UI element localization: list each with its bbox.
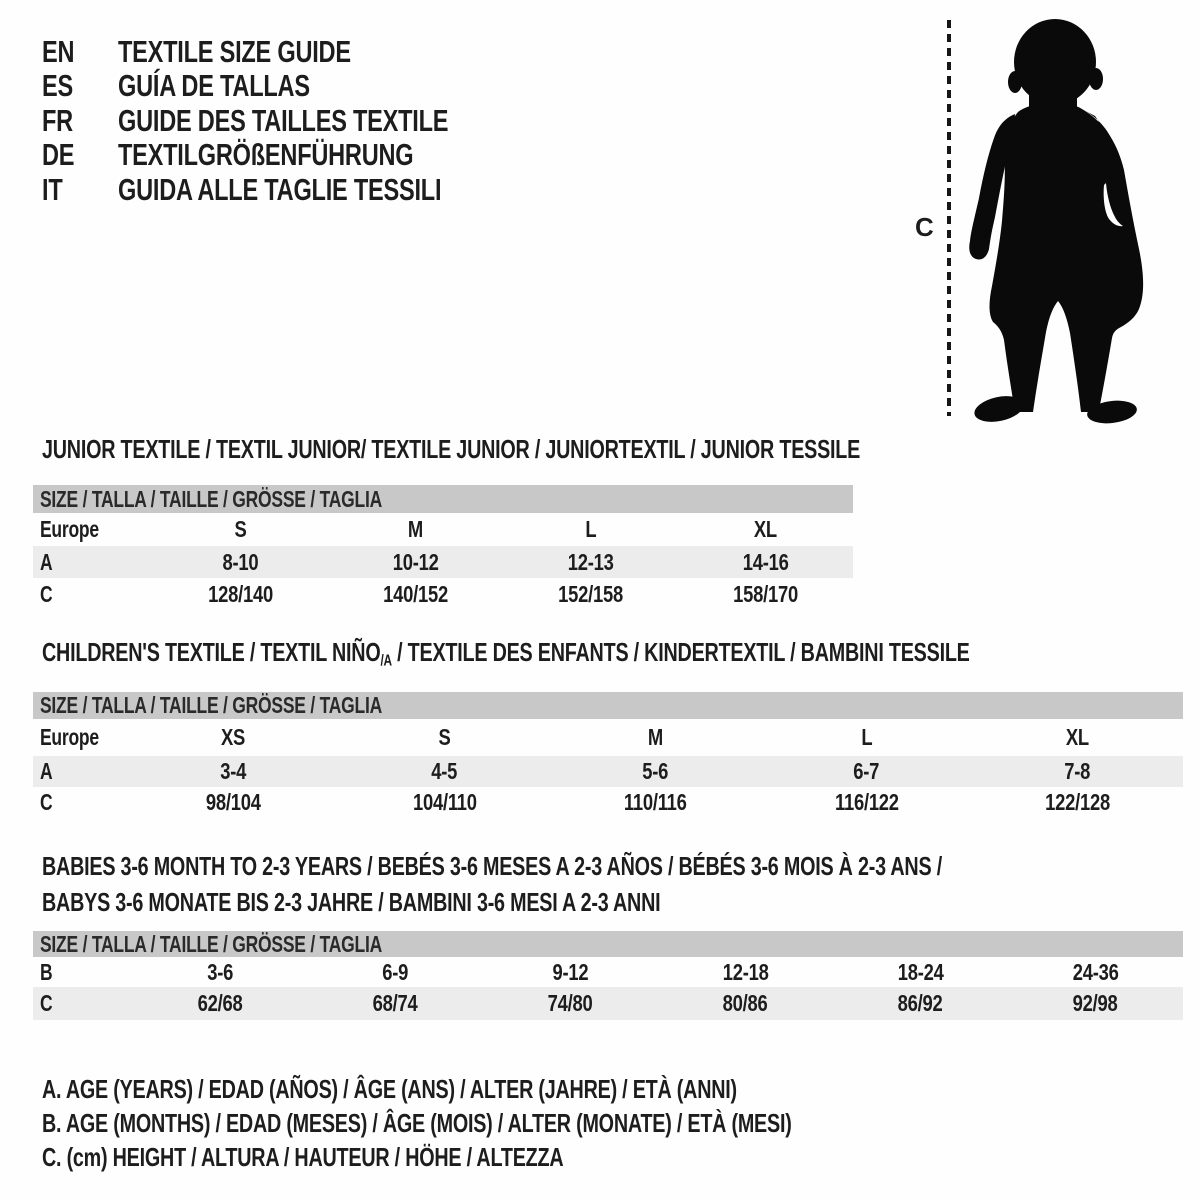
height-cell: 62/68 — [198, 990, 243, 1016]
size-cell: S — [438, 724, 451, 750]
table-row-age: A 8-10 10-12 12-13 14-16 — [33, 546, 853, 578]
table-row-height: C 62/68 68/74 74/80 80/86 86/92 92/98 — [33, 987, 1183, 1020]
height-measure-dashed-line — [947, 20, 951, 416]
junior-section-heading: JUNIOR TEXTILE / TEXTIL JUNIOR/ TEXTILE … — [42, 434, 861, 464]
lang-code: IT — [42, 171, 63, 207]
height-cell: 158/170 — [733, 580, 798, 607]
lang-row-en: EN TEXTILE SIZE GUIDE — [42, 34, 424, 69]
size-cell: L — [585, 516, 596, 542]
age-cell: 5-6 — [642, 758, 669, 784]
months-cell: 12-18 — [722, 958, 769, 985]
guide-title: GUIDA ALLE TAGLIE TESSILI — [118, 171, 442, 207]
height-cell: 122/128 — [1045, 789, 1110, 815]
height-cell: 128/140 — [208, 580, 273, 607]
size-cell: L — [861, 724, 872, 750]
size-header-row: SIZE / TALLA / TAILLE / GRÖSSE / TAGLIA — [33, 692, 1183, 719]
months-cell: 6-9 — [382, 958, 409, 985]
babies-section-heading-line2: BABYS 3-6 MONATE BIS 2-3 JAHRE / BAMBINI… — [42, 887, 661, 917]
height-cell: 116/122 — [834, 789, 899, 815]
size-cell: S — [234, 516, 247, 542]
row-label: Europe — [40, 724, 99, 750]
size-cell: M — [647, 724, 664, 750]
table-row-europe: Europe XS S M L XL — [33, 719, 1183, 756]
lang-code: ES — [42, 67, 73, 103]
lang-row-fr: FR GUIDE DES TAILLES TEXTILE — [42, 103, 553, 138]
footnote-age-years: A. AGE (YEARS) / EDAD (AÑOS) / ÂGE (ANS)… — [42, 1074, 737, 1104]
height-cell: 140/152 — [383, 580, 448, 607]
age-cell: 7-8 — [1064, 758, 1091, 784]
table-row-months: B 3-6 6-9 9-12 12-18 18-24 24-36 — [33, 957, 1183, 987]
age-cell: 6-7 — [853, 758, 880, 784]
months-cell: 3-6 — [207, 958, 234, 985]
nino-a-subscript: /A — [380, 652, 392, 670]
lang-code: EN — [42, 33, 75, 69]
height-cell: 104/110 — [412, 789, 477, 815]
height-cell: 74/80 — [548, 990, 593, 1016]
height-cell: 80/86 — [723, 990, 768, 1016]
lang-code: DE — [42, 136, 75, 172]
height-cell: 152/158 — [558, 580, 623, 607]
row-label: C — [40, 789, 53, 815]
row-label: B — [40, 958, 53, 985]
table-row-europe: Europe S M L XL — [33, 513, 853, 546]
months-cell: 24-36 — [1072, 958, 1119, 985]
lang-row-it: IT GUIDA ALLE TAGLIE TESSILI — [42, 172, 543, 207]
guide-title: TEXTILGRÖßENFÜHRUNG — [118, 136, 414, 172]
months-cell: 9-12 — [552, 958, 589, 985]
table-row-height: C 98/104 104/110 110/116 116/122 122/128 — [33, 787, 1183, 818]
footnote-age-months: B. AGE (MONTHS) / EDAD (MESES) / ÂGE (MO… — [42, 1108, 792, 1138]
table-row-height: C 128/140 140/152 152/158 158/170 — [33, 578, 853, 610]
age-cell: 3-4 — [220, 758, 247, 784]
height-cell: 86/92 — [898, 990, 943, 1016]
babies-size-table: SIZE / TALLA / TAILLE / GRÖSSE / TAGLIA … — [33, 931, 1183, 1020]
row-label: C — [40, 580, 53, 607]
height-cell: 68/74 — [373, 990, 418, 1016]
size-header-row: SIZE / TALLA / TAILLE / GRÖSSE / TAGLIA — [33, 931, 1183, 957]
size-cell: XL — [1065, 724, 1090, 750]
size-cell: XL — [753, 516, 778, 542]
row-label: A — [40, 758, 53, 784]
children-size-table: SIZE / TALLA / TAILLE / GRÖSSE / TAGLIA … — [33, 692, 1183, 818]
lang-row-es: ES GUÍA DE TALLAS — [42, 68, 370, 103]
guide-title: GUIDE DES TAILLES TEXTILE — [118, 102, 449, 138]
age-cell: 8-10 — [222, 548, 259, 575]
size-cell: M — [407, 516, 424, 542]
height-measure-label: C — [915, 212, 934, 242]
guide-title: GUÍA DE TALLAS — [118, 67, 310, 103]
height-cell: 92/98 — [1073, 990, 1118, 1016]
height-cell: 98/104 — [206, 789, 261, 815]
row-label: Europe — [40, 516, 99, 542]
size-cell: XS — [221, 724, 246, 750]
footnote-height-cm: C. (cm) HEIGHT / ALTURA / HAUTEUR / HÖHE… — [42, 1142, 564, 1172]
lang-row-de: DE TEXTILGRÖßENFÜHRUNG — [42, 137, 507, 172]
guide-title: TEXTILE SIZE GUIDE — [118, 33, 351, 69]
months-cell: 18-24 — [897, 958, 944, 985]
age-cell: 4-5 — [431, 758, 458, 784]
children-section-heading: CHILDREN'S TEXTILE / TEXTIL NIÑO/A / TEX… — [42, 637, 970, 670]
lang-code: FR — [42, 102, 73, 138]
height-cell: 110/116 — [624, 789, 687, 815]
age-cell: 10-12 — [392, 548, 439, 575]
junior-size-table: SIZE / TALLA / TAILLE / GRÖSSE / TAGLIA … — [33, 485, 853, 610]
age-cell: 12-13 — [567, 548, 614, 575]
toddler-silhouette-icon — [969, 19, 1144, 424]
row-label: C — [40, 990, 53, 1016]
row-label: A — [40, 548, 53, 575]
age-cell: 14-16 — [742, 548, 789, 575]
size-header-row: SIZE / TALLA / TAILLE / GRÖSSE / TAGLIA — [33, 485, 853, 513]
table-row-age: A 3-4 4-5 5-6 6-7 7-8 — [33, 756, 1183, 787]
babies-section-heading-line1: BABIES 3-6 MONTH TO 2-3 YEARS / BEBÉS 3-… — [42, 851, 942, 881]
